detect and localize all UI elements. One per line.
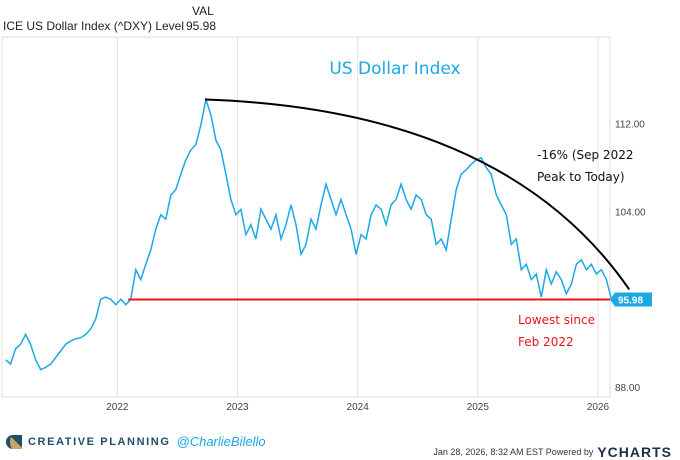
timestamp-text: Jan 28, 2026, 8:32 AM EST Powered by (433, 447, 594, 457)
decline-annotation-line1: -16% (Sep 2022 (537, 148, 633, 162)
chart: 2022 2023 2024 2025 2026 112.00 104.00 88.00 95.… (1, 36, 652, 413)
x-tick-label: 2026 (587, 402, 610, 413)
y-tick-label: 112.00 (615, 120, 645, 131)
plot-area (1, 36, 611, 398)
decline-curve (205, 98, 631, 291)
low-annotation-line2: Feb 2022 (518, 335, 574, 349)
y-tick-label: 104.00 (615, 208, 646, 219)
series-line (5, 96, 613, 371)
x-tick-label: 2024 (347, 402, 370, 413)
x-tick-label: 2022 (106, 402, 129, 413)
brand-name: CREATIVE PLANNING (28, 435, 171, 448)
twitter-handle: @CharlieBilello (176, 434, 266, 449)
last-value-badge (610, 292, 652, 307)
logo-icon (6, 434, 22, 449)
timestamp: Jan 28, 2026, 8:32 AM EST Powered by YCH… (433, 444, 672, 460)
x-tick-label: 2025 (467, 402, 490, 413)
low-annotation-line1: Lowest since (518, 313, 595, 327)
series-name: ICE US Dollar Index (^DXY) Level (3, 19, 185, 33)
current-value: 95.98 (186, 19, 217, 33)
y-tick-label: 88.00 (615, 383, 640, 394)
val-label: VAL (192, 4, 214, 18)
decline-annotation-line2: Peak to Today) (537, 170, 625, 184)
creative-planning-logo: CREATIVE PLANNING @CharlieBilello (6, 434, 266, 449)
chart-title: US Dollar Index (329, 59, 460, 79)
x-tick-label: 2023 (226, 402, 249, 413)
ycharts-logo: YCHARTS (597, 444, 672, 460)
last-value-label: 95.98 (618, 296, 643, 307)
